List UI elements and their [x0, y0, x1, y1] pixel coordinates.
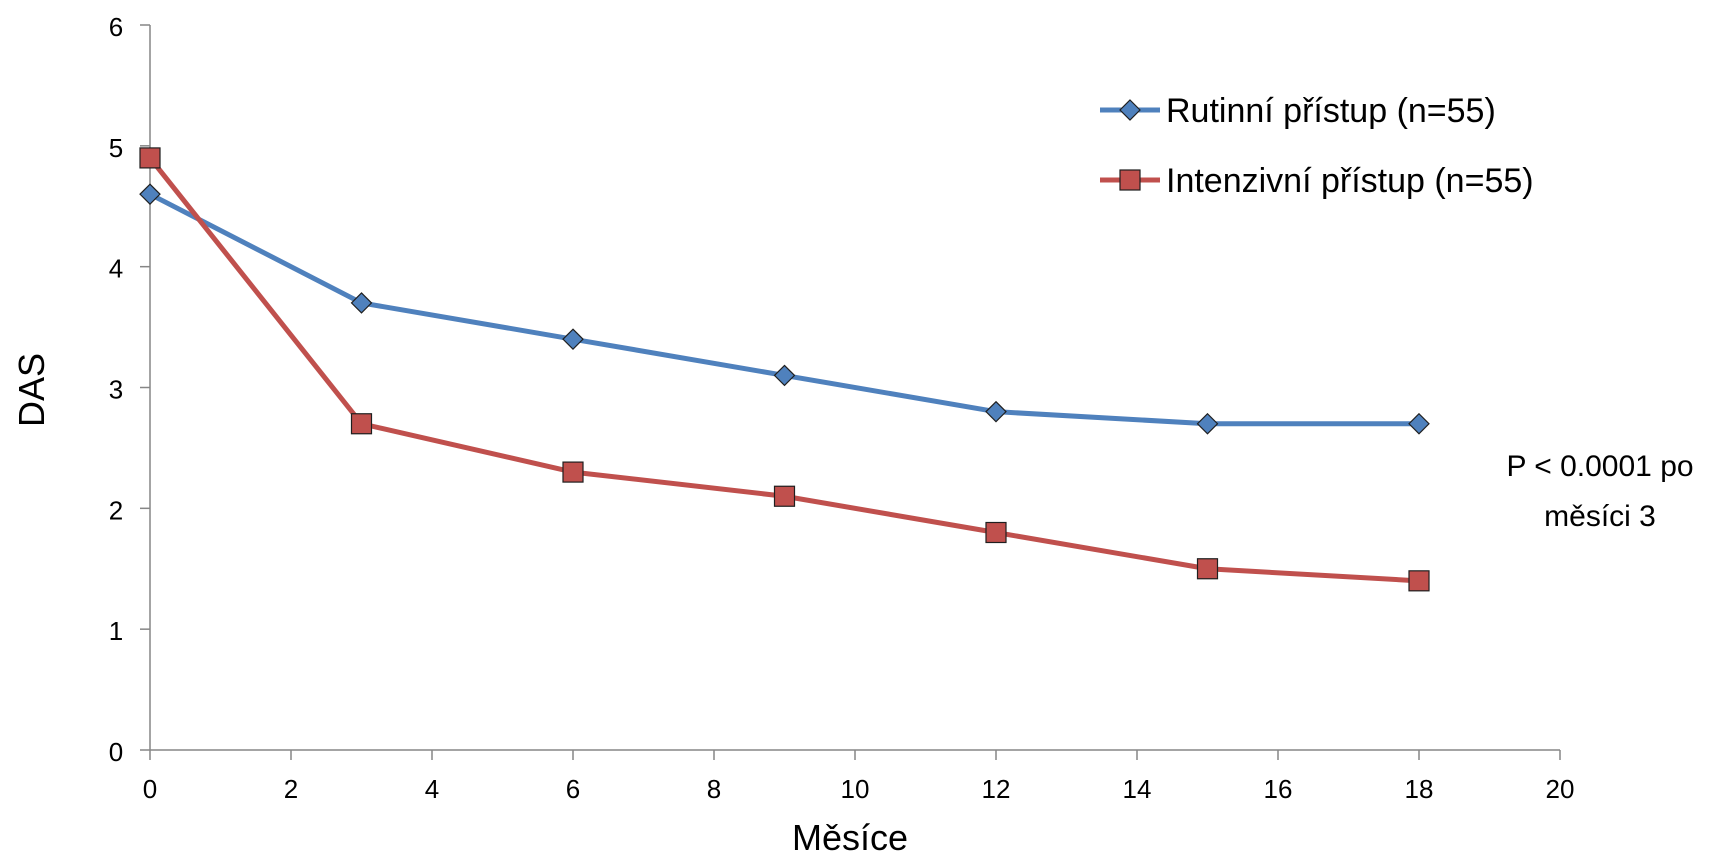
legend-entry-1: Rutinní přístup (n=55) — [1100, 92, 1496, 130]
x-tick-label: 16 — [1264, 774, 1293, 804]
data-point-diamond — [773, 364, 796, 387]
y-tick-label: 6 — [109, 12, 123, 42]
data-point-square — [773, 485, 796, 507]
legend: Rutinní přístup (n=55) Intenzivní přístup… — [1100, 92, 1534, 200]
y-tick-label: 0 — [109, 737, 123, 767]
x-tick-label: 12 — [982, 774, 1011, 804]
data-point-square — [1196, 558, 1219, 580]
data-point-diamond — [985, 400, 1007, 423]
series-layer — [139, 147, 1430, 592]
series-2 — [139, 147, 1430, 592]
data-point-square — [139, 147, 161, 169]
data-point-diamond — [562, 328, 584, 351]
data-point-square — [1408, 570, 1430, 592]
x-tick-label: 18 — [1405, 774, 1434, 804]
y-axis-title: DAS — [11, 353, 52, 427]
data-point-diamond — [350, 292, 373, 314]
x-tick-label: 4 — [425, 774, 439, 804]
data-point-square — [562, 461, 584, 483]
x-tick-label: 0 — [143, 774, 157, 804]
data-point-diamond — [1408, 412, 1430, 435]
x-tick-label: 6 — [566, 774, 580, 804]
data-point-diamond — [139, 183, 161, 206]
legend-label: Intenzivní přístup (n=55) — [1166, 162, 1534, 200]
data-point-square — [350, 413, 373, 435]
data-point-diamond — [1196, 412, 1219, 435]
y-tick-label: 5 — [109, 133, 123, 163]
p-value-annotation-line-2: měsíci 3 — [1544, 500, 1656, 533]
data-point-square — [985, 521, 1007, 544]
x-tick-label: 10 — [841, 774, 870, 804]
series-1 — [139, 183, 1430, 435]
legend-entry-2: Intenzivní přístup (n=55) — [1100, 162, 1534, 200]
x-tick-label: 14 — [1123, 774, 1152, 804]
x-axis-title: Měsíce — [792, 817, 908, 858]
y-tick-label: 1 — [109, 616, 123, 646]
legend-marker-square — [1119, 169, 1141, 191]
y-tick-label: 3 — [109, 375, 123, 405]
x-tick-label: 20 — [1546, 774, 1575, 804]
y-tick-label: 4 — [109, 254, 123, 284]
x-tick-label: 8 — [707, 774, 721, 804]
legend-label: Rutinní přístup (n=55) — [1166, 92, 1496, 130]
x-tick-label: 2 — [284, 774, 298, 804]
y-tick-label: 2 — [109, 495, 123, 525]
legend-marker-diamond — [1119, 99, 1141, 121]
series-line — [148, 191, 1419, 427]
p-value-annotation-line-1: P < 0.0001 po — [1506, 450, 1693, 483]
